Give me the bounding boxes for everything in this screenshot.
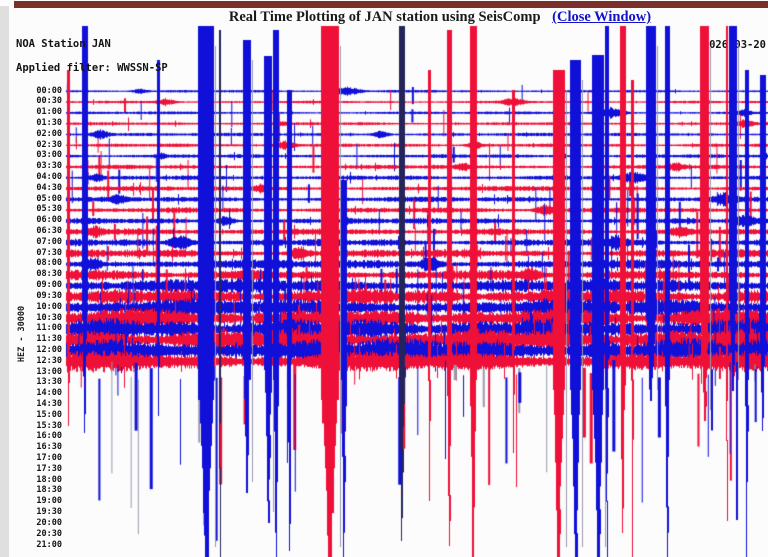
time-label: 07:00	[36, 236, 62, 247]
time-label: 09:30	[36, 290, 62, 301]
time-label: 06:30	[36, 226, 62, 237]
time-label: 15:00	[36, 409, 62, 420]
time-label: 14:30	[36, 398, 62, 409]
time-label: 00:30	[36, 96, 62, 107]
time-label: 16:30	[36, 442, 62, 453]
time-label: 12:00	[36, 344, 62, 355]
time-label: 01:30	[36, 117, 62, 128]
filter-label: Applied filter: WWSSN-SP	[16, 62, 168, 74]
title-text: Real Time Plotting of JAN station using …	[228, 9, 541, 25]
time-label: 18:30	[36, 485, 62, 496]
time-label: 05:00	[36, 193, 62, 204]
time-label: 04:00	[36, 171, 62, 182]
time-label: 12:30	[36, 355, 62, 366]
time-label: 15:30	[36, 420, 62, 431]
time-label: 13:30	[36, 377, 62, 388]
time-label: 06:00	[36, 215, 62, 226]
time-label: 13:00	[36, 366, 62, 377]
time-label: 01:00	[36, 107, 62, 118]
time-label: 20:00	[36, 517, 62, 528]
time-label: 03:00	[36, 150, 62, 161]
time-label: 09:00	[36, 280, 62, 291]
time-label: 03:30	[36, 161, 62, 172]
time-label: 10:30	[36, 312, 62, 323]
time-label: 18:00	[36, 474, 62, 485]
close-window-link[interactable]: (Close Window)	[552, 9, 652, 25]
time-label: 00:00	[36, 85, 62, 96]
time-label: 19:30	[36, 507, 62, 518]
time-label: 16:00	[36, 431, 62, 442]
time-label: 14:00	[36, 388, 62, 399]
time-label: 17:30	[36, 463, 62, 474]
time-label: 10:00	[36, 301, 62, 312]
time-label: 11:30	[36, 334, 62, 345]
time-label: 17:00	[36, 453, 62, 464]
time-label: 08:00	[36, 258, 62, 269]
time-label: 08:30	[36, 269, 62, 280]
time-label: 20:30	[36, 528, 62, 539]
time-label: 04:30	[36, 182, 62, 193]
time-label: 19:00	[36, 496, 62, 507]
time-axis: 00:00 00:30 01:00 01:30 02:00 02:30 03:00 03:30…	[0, 0, 62, 557]
time-label: 21:00	[36, 539, 62, 550]
time-label: 11:00	[36, 323, 62, 334]
time-label: 02:30	[36, 139, 62, 150]
time-label: 05:30	[36, 204, 62, 215]
page-title: Real Time Plotting of JAN station using …	[120, 9, 760, 26]
time-label: 02:00	[36, 128, 62, 139]
time-label: 07:30	[36, 247, 62, 258]
station-label: NOA Station JAN	[16, 38, 111, 50]
